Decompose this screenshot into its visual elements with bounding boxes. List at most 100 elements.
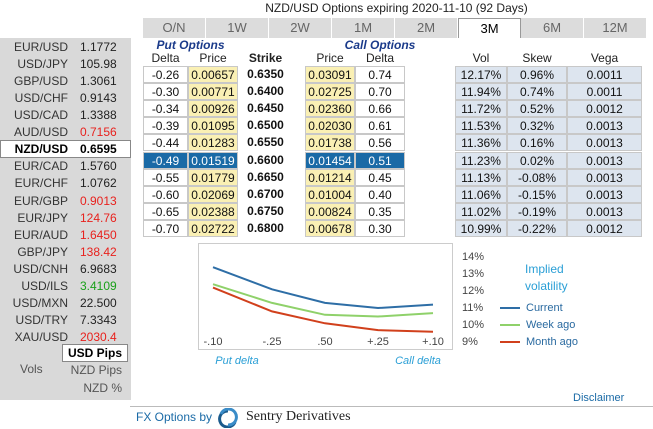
table-cell: -0.70 [143, 219, 188, 237]
pair-name[interactable]: EUR/CHF [14, 176, 68, 191]
pair-name[interactable]: EUR/JPY [17, 210, 68, 225]
column-header: Delta [151, 51, 180, 65]
tab[interactable]: O/N [143, 18, 206, 38]
pair-value[interactable]: 0.9143 [80, 91, 117, 106]
tab[interactable]: 2W [269, 18, 332, 38]
logo [218, 408, 238, 428]
pair-value[interactable]: 0.6595 [80, 142, 117, 157]
pair-name[interactable]: AUD/USD [13, 125, 68, 140]
table-cell: -0.44 [143, 134, 188, 152]
pair-name[interactable]: NZD/USD [14, 142, 68, 157]
table-cell[interactable]: 0.6600 [238, 151, 293, 169]
table-cell: 0.0013 [567, 117, 642, 135]
table-cell: 11.23% [455, 151, 507, 169]
tab[interactable]: 6M [521, 18, 584, 38]
pair-value[interactable]: 0.9013 [80, 193, 117, 208]
table-cell: 11.53% [455, 117, 507, 135]
unit-option[interactable]: NZD % [83, 381, 122, 395]
table-cell: 0.0012 [567, 100, 642, 118]
unit-option[interactable]: NZD Pips [70, 363, 122, 377]
table-cell: 0.0013 [567, 151, 642, 169]
pair-value[interactable]: 105.98 [80, 57, 117, 72]
pair-name[interactable]: XAU/USD [14, 330, 68, 345]
table-cell: 0.00657 [188, 66, 238, 84]
pair-value[interactable]: 124.76 [80, 210, 117, 225]
pair-name[interactable]: EUR/AUD [13, 227, 68, 242]
pair-name[interactable]: USD/ILS [21, 278, 68, 293]
pair-value[interactable]: 1.6450 [80, 227, 117, 242]
pair-value[interactable]: 22.500 [80, 295, 117, 310]
x-tick-label: +.10 [422, 336, 444, 348]
x-tick-label: -.25 [263, 336, 282, 348]
table-cell: -0.22% [507, 219, 567, 237]
table-cell: -0.08% [507, 168, 567, 186]
call-header: Call Options [344, 38, 416, 52]
table-cell: -0.55 [143, 168, 188, 186]
pair-value[interactable]: 1.3061 [80, 74, 117, 89]
pair-name[interactable]: USD/CNH [13, 261, 68, 276]
pair-name[interactable]: EUR/USD [13, 40, 68, 54]
table-cell: 0.00678 [305, 219, 355, 237]
unit-active[interactable]: USD Pips [62, 344, 128, 362]
pair-name[interactable]: GBP/USD [13, 74, 68, 89]
table-cell: 0.96% [507, 66, 567, 84]
pair-value[interactable]: 1.3388 [80, 108, 117, 123]
y-tick-label: 10% [462, 319, 484, 331]
table-cell[interactable]: 0.6750 [238, 202, 293, 220]
pair-value[interactable]: 1.0762 [80, 176, 117, 191]
table-cell: 0.0011 [567, 83, 642, 101]
pair-value[interactable]: 1.1772 [80, 40, 117, 54]
tab[interactable]: 2M [395, 18, 458, 38]
table-cell: 0.02069 [188, 185, 238, 203]
table-cell: 0.0013 [567, 185, 642, 203]
table-cell[interactable]: 0.6700 [238, 185, 293, 203]
title: NZD/USD Options expiring 2020-11-10 (92 … [265, 1, 528, 15]
pair-name[interactable]: USD/TRY [15, 312, 68, 327]
table-cell[interactable]: 0.6350 [238, 66, 293, 84]
pair-name[interactable]: USD/JPY [17, 57, 68, 72]
pair-name[interactable]: EUR/GBP [13, 193, 68, 208]
pair-value[interactable]: 0.7156 [80, 125, 117, 140]
table-cell: -0.26 [143, 66, 188, 84]
table-cell: 0.01738 [305, 134, 355, 152]
x-tick-label: .50 [317, 336, 332, 348]
table-cell[interactable]: 0.6650 [238, 168, 293, 186]
table-cell: 0.16% [507, 134, 567, 152]
table-cell: 0.00824 [305, 202, 355, 220]
pair-name[interactable]: USD/CAD [13, 108, 68, 123]
table-cell: 0.02030 [305, 117, 355, 135]
table-cell: 10.99% [455, 219, 507, 237]
table-cell[interactable]: 0.6500 [238, 117, 293, 135]
table-cell: 0.00771 [188, 83, 238, 101]
tab[interactable]: 3M [458, 18, 521, 38]
pair-value[interactable]: 138.42 [80, 244, 117, 259]
table-cell[interactable]: 0.6400 [238, 83, 293, 101]
pair-name[interactable]: USD/MXN [12, 295, 68, 310]
footer-prefix: FX Options by [136, 410, 213, 424]
disclaimer[interactable]: Disclaimer [573, 392, 625, 404]
column-header: Delta [365, 51, 394, 65]
pair-name[interactable]: GBP/JPY [17, 244, 68, 259]
pair-value[interactable]: 7.3343 [80, 312, 117, 327]
put-header: Put Options [156, 38, 225, 52]
pair-name[interactable]: USD/CHF [14, 91, 68, 106]
table-cell[interactable]: 0.6450 [238, 100, 293, 118]
tab[interactable]: 12M [584, 18, 647, 38]
table-cell: 0.00926 [188, 100, 238, 118]
table-cell[interactable]: 0.6550 [238, 134, 293, 152]
y-tick-label: 9% [462, 336, 478, 348]
table-cell: 0.02388 [188, 202, 238, 220]
pair-value[interactable]: 1.5760 [80, 159, 117, 174]
table-cell: 0.0012 [567, 219, 642, 237]
pair-value[interactable]: 2030.4 [80, 330, 117, 345]
pair-value[interactable]: 6.9683 [80, 261, 117, 276]
pair-value[interactable]: 3.4109 [80, 278, 117, 293]
table-cell: 0.01095 [188, 117, 238, 135]
tab[interactable]: 1W [206, 18, 269, 38]
separator [130, 406, 653, 407]
tab[interactable]: 1M [332, 18, 395, 38]
pair-name[interactable]: EUR/CAD [13, 159, 68, 174]
table-cell[interactable]: 0.6800 [238, 219, 293, 237]
unit-label: Vols [20, 362, 43, 376]
